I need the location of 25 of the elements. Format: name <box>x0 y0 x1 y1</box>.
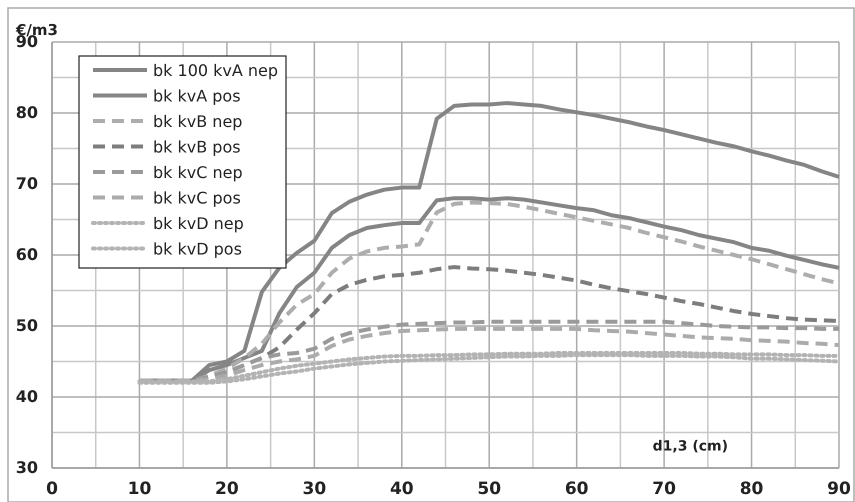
x-tick-label: 10 <box>128 479 152 500</box>
legend-label: bk kvB pos <box>153 138 241 156</box>
legend-label: bk 100 kvA nep <box>153 61 278 80</box>
x-tick-label: 60 <box>564 479 589 500</box>
legend-label: bk kvD pos <box>153 240 242 258</box>
x-tick-label: 30 <box>302 479 326 500</box>
legend-label: bk kvA pos <box>153 86 241 106</box>
legend-label: bk kvB nep <box>153 112 242 131</box>
x-tick-label: 90 <box>827 479 851 500</box>
x-tick-label: 40 <box>390 479 414 500</box>
y-tick-label: 50 <box>16 316 38 336</box>
legend-label: bk kvD nep <box>153 214 244 233</box>
x-tick-label: 50 <box>477 479 502 500</box>
y-tick-label: 70 <box>16 174 38 194</box>
legend-label: bk kvC pos <box>153 188 241 208</box>
y-tick-label: 40 <box>16 387 38 406</box>
legend-label: bk kvC nep <box>153 163 243 182</box>
y-tick-label: 60 <box>16 245 38 264</box>
x-tick-label: 0 <box>46 479 58 500</box>
y-tick-label: 30 <box>16 458 38 478</box>
x-tick-label: 80 <box>740 479 764 500</box>
x-tick-label: 20 <box>215 479 239 500</box>
y-tick-label: 80 <box>16 103 38 122</box>
x-axis-title: d1,3 (cm) <box>652 438 728 454</box>
x-tick-label: 70 <box>652 479 676 500</box>
